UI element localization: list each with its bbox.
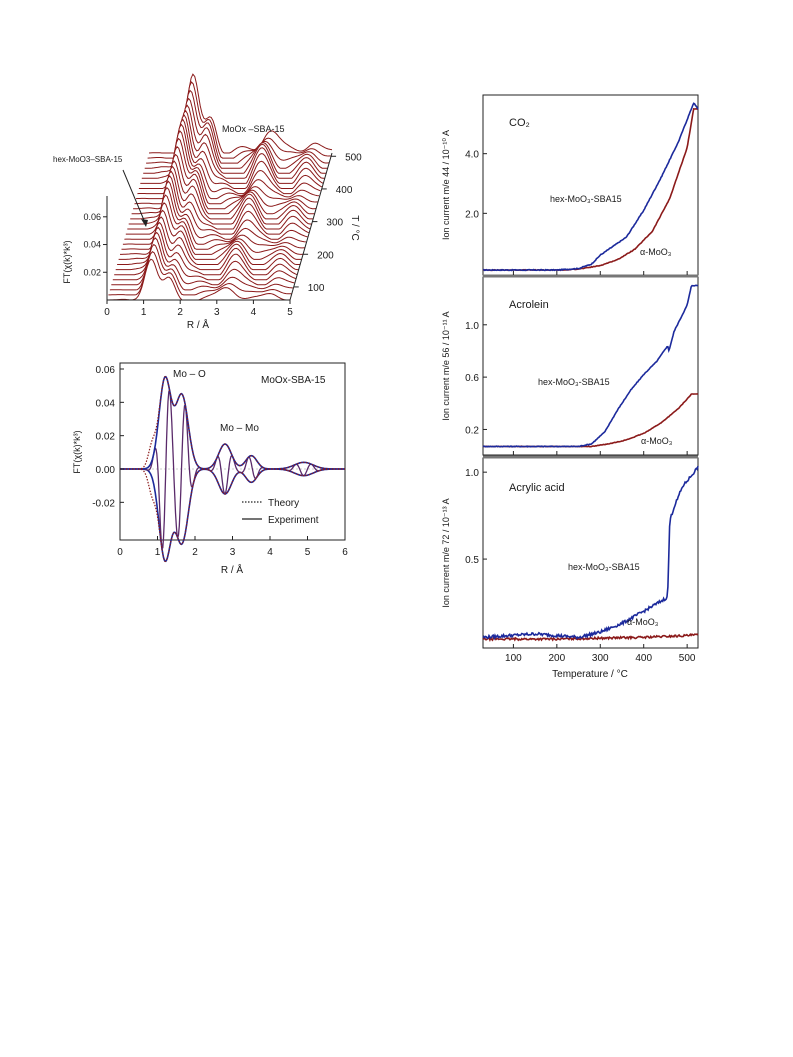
waterfall-t-tick-label: 500 — [345, 152, 362, 163]
ms-y-tick-label: 1.0 — [465, 468, 479, 479]
waterfall-x-tick-label: 5 — [287, 307, 293, 318]
legend-experiment-label: Experiment — [268, 515, 319, 526]
ms-acrolein-label-hex: hex-MoO₃-SBA15 — [538, 377, 610, 387]
waterfall-x-tick-label: 4 — [251, 307, 257, 318]
ms-acrylic-label-alpha: α-MoO₃ — [627, 617, 659, 627]
waterfall-t-ticks: 100 200 300 400 500 — [293, 152, 362, 294]
fit-x-tick-label: 5 — [305, 547, 311, 558]
ms-acrolein-ylabel: Ion current m/e 56 / 10⁻¹¹ A — [441, 311, 451, 420]
waterfall-arrow — [122, 169, 147, 226]
ms-acrolein-label-alpha: α-MoO₃ — [641, 436, 673, 446]
waterfall-x-ticks: 0 1 2 3 4 5 — [104, 300, 293, 318]
waterfall-x-tick-label: 1 — [141, 307, 147, 318]
ms-series-line — [483, 102, 699, 272]
ms-series-line — [482, 284, 699, 448]
waterfall-y-label: FT(χ(k)*k³) — [62, 240, 72, 283]
legend-theory-label: Theory — [268, 498, 299, 509]
waterfall-panel: 0 1 2 3 4 5 0.02 0.04 0.06 100 200 300 400 500 R / … — [53, 73, 362, 331]
fit-title: MoOx-SBA-15 — [261, 375, 326, 386]
ms-co2-ylabel: Ion current m/e 44 / 10⁻¹⁰ A — [441, 130, 451, 240]
fit-x-tick-label: 2 — [192, 547, 198, 558]
waterfall-t-tick-label: 200 — [317, 250, 334, 261]
waterfall-depth-axis — [289, 152, 333, 301]
waterfall-x-tick-label: 3 — [214, 307, 220, 318]
waterfall-y-tick-label: 0.06 — [83, 212, 101, 222]
fit-x-tick-label: 6 — [342, 547, 348, 558]
waterfall-y-tick-label: 0.02 — [83, 267, 101, 277]
ms-y-tick-label: 0.2 — [465, 425, 479, 436]
waterfall-traces — [107, 73, 333, 301]
fit-annotation-mo-mo: Mo – Mo — [220, 423, 259, 434]
fit-y-ticks: 0.06 0.04 0.02 0.00 -0.02 — [92, 365, 124, 509]
waterfall-t-tick-label: 300 — [326, 218, 343, 229]
ms-x-tick-label: 400 — [635, 653, 652, 664]
fit-curves — [120, 375, 345, 563]
ms-x-tick-label: 200 — [548, 653, 565, 664]
ms-acrylic-ylabel: Ion current m/e 72 / 10⁻¹³ A — [441, 498, 451, 607]
waterfall-t-tick-label: 100 — [308, 283, 325, 294]
fit-x-tick-label: 3 — [230, 547, 236, 558]
fit-annotation-mo-o: Mo – O — [173, 369, 206, 380]
fit-x-ticks: 0 1 2 3 4 5 6 — [117, 536, 348, 558]
fit-theory-envelope-low — [120, 468, 345, 562]
ms-y-tick-label: 2.0 — [465, 209, 479, 220]
ms-acrylic-title: Acrylic acid — [509, 482, 565, 494]
ms-curves — [482, 102, 699, 643]
fit-y-label: FT(χ(k)*k³) — [72, 430, 82, 473]
fit-x-tick-label: 4 — [267, 547, 273, 558]
waterfall-arrow-head — [141, 219, 148, 227]
ms-y-tick-label: 1.0 — [465, 321, 479, 332]
fit-y-tick-label: 0.00 — [96, 465, 116, 476]
fit-y-tick-label: -0.02 — [92, 498, 115, 509]
waterfall-x-label: R / Å — [187, 318, 210, 331]
ms-x-tick-label: 300 — [592, 653, 609, 664]
ms-y-tick-label: 0.6 — [465, 373, 479, 384]
ms-co2-label-alpha: α-MoO₃ — [640, 247, 672, 257]
ms-y-tick-label: 4.0 — [465, 150, 479, 161]
fit-theory-magnitude — [120, 376, 345, 470]
ms-x-label: Temperature / °C — [552, 669, 628, 680]
waterfall-y-ticks: 0.02 0.04 0.06 — [83, 212, 107, 277]
fit-x-tick-label: 1 — [155, 547, 161, 558]
ms-y-tick-label: 0.5 — [465, 555, 479, 566]
ms-co2-label-hex: hex-MoO₃-SBA15 — [550, 194, 622, 204]
ms-acrylic-label-hex: hex-MoO₃-SBA15 — [568, 562, 640, 572]
waterfall-t-label: T / °C — [349, 215, 360, 240]
waterfall-arrow-label: hex-MoO3–SBA-15 — [53, 155, 123, 164]
ms-panel: 2.0 4.0 0.2 0.6 1.0 0.5 1.0 100 200 300 400 500 CO₂… — [441, 94, 699, 680]
fit-y-tick-label: 0.02 — [96, 432, 116, 443]
ms-x-tick-label: 100 — [505, 653, 522, 664]
waterfall-x-tick-label: 0 — [104, 307, 110, 318]
fit-x-tick-label: 0 — [117, 547, 123, 558]
fit-x-label: R / Å — [221, 563, 244, 576]
ms-ticks: 2.0 4.0 0.2 0.6 1.0 0.5 1.0 100 200 300 400 500 — [465, 150, 696, 664]
waterfall-x-tick-label: 2 — [177, 307, 183, 318]
ms-x-tick-label: 500 — [679, 653, 696, 664]
fit-y-tick-label: 0.06 — [96, 365, 116, 376]
exafs-fit-panel: 0 1 2 3 4 5 6 0.06 0.04 0.02 0.00 -0.02 MoOx-SBA-1… — [72, 362, 348, 576]
fit-y-tick-label: 0.04 — [96, 398, 116, 409]
ms-series-line — [482, 465, 699, 641]
waterfall-y-tick-label: 0.04 — [83, 240, 101, 250]
waterfall-t-tick-label: 400 — [336, 185, 353, 196]
ms-co2-title: CO₂ — [509, 117, 530, 129]
waterfall-material-label: MoOx –SBA-15 — [222, 124, 285, 134]
ms-acrolein-title: Acrolein — [509, 299, 549, 311]
